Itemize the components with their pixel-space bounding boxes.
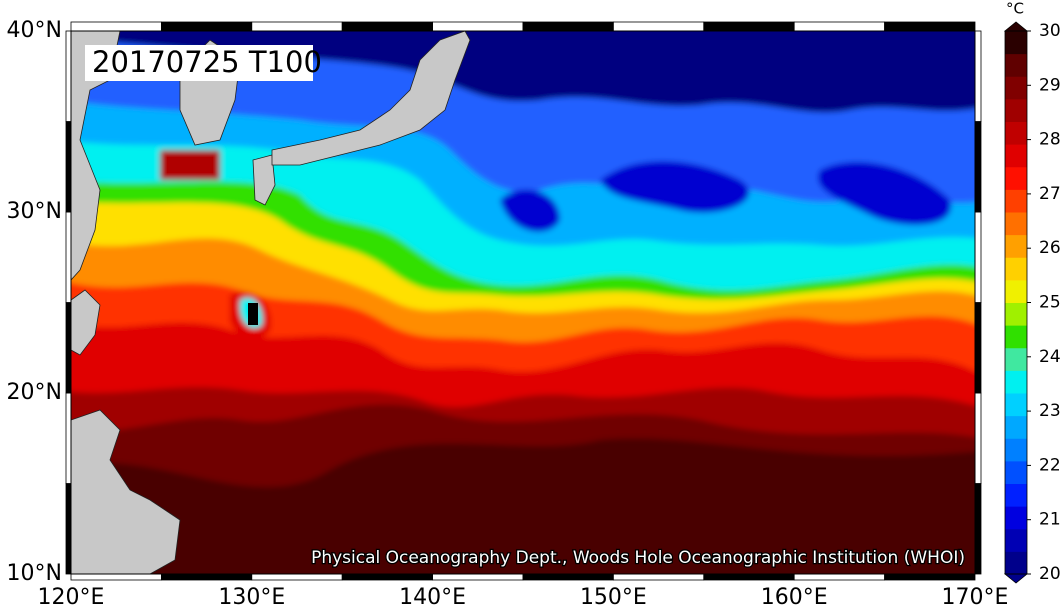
colorbar-swatch	[1005, 551, 1027, 575]
frame-segment	[793, 21, 886, 32]
frame-segment	[703, 573, 795, 581]
frame-segment	[251, 573, 343, 581]
frame-segment	[613, 573, 705, 581]
frame-segment	[65, 121, 72, 213]
colorbar-swatch	[1005, 53, 1027, 77]
colorbar-tick-label: 25	[1039, 293, 1061, 313]
frame-segment	[974, 211, 982, 303]
colorbar-swatch	[1005, 528, 1027, 552]
frame-segment	[974, 302, 982, 394]
frame-segment	[65, 392, 72, 484]
colorbar-swatch	[1005, 144, 1027, 168]
colorbar-tick-label: 24	[1039, 347, 1061, 367]
frame-segment	[884, 573, 976, 581]
frame-segment	[974, 121, 982, 213]
y-tick-label: 10°N	[7, 561, 62, 586]
frame-segment	[341, 21, 434, 32]
frame-segment	[65, 483, 72, 575]
colorbar-swatch	[1005, 76, 1027, 100]
frame-segment	[884, 21, 976, 32]
frame-segment	[974, 392, 982, 484]
frame-segment	[160, 21, 253, 32]
colorbar-swatch	[1005, 506, 1027, 530]
colorbar-swatch	[1005, 415, 1027, 439]
frame-segment	[974, 30, 982, 122]
colorbar-tick-label: 23	[1039, 401, 1061, 421]
frame-segment	[613, 21, 705, 32]
x-tick-label: 140°E	[399, 585, 466, 610]
x-tick-label: 120°E	[38, 585, 105, 610]
frame-segment	[703, 21, 795, 32]
frame-segment	[341, 573, 434, 581]
colorbar-swatch	[1005, 302, 1027, 326]
frame-segment	[160, 573, 253, 581]
colorbar-swatch	[1005, 370, 1027, 394]
frame-segment	[65, 30, 72, 122]
colorbar-tick-label: 22	[1039, 455, 1061, 475]
frame-segment	[522, 21, 614, 32]
y-tick-label: 30°N	[7, 199, 62, 224]
frame-segment	[65, 302, 72, 394]
colorbar-swatch	[1005, 325, 1027, 349]
frame-segment	[793, 573, 886, 581]
colorbar-swatch	[1005, 347, 1027, 371]
map-border	[70, 30, 976, 575]
colorbar-swatch	[1005, 438, 1027, 462]
frame-segment	[432, 573, 524, 581]
colorbar-swatch	[1005, 460, 1027, 484]
colorbar-tick-label: 21	[1039, 510, 1061, 530]
temperature-field	[71, 31, 975, 574]
frame-segment	[522, 573, 614, 581]
colorbar-low-arrow	[1003, 573, 1029, 584]
x-tick-label: 130°E	[218, 585, 285, 610]
colorbar-tick-label: 30	[1039, 21, 1061, 41]
colorbar-tick-label: 27	[1039, 184, 1061, 204]
colorbar-tick-label: 20	[1039, 564, 1061, 584]
colorbar-tick-label: 29	[1039, 75, 1061, 95]
frame-segment	[974, 483, 982, 575]
x-tick-label: 160°E	[761, 585, 828, 610]
colorbar: 20 21 22 23 24 25 26 27 28 29 30	[1003, 21, 1061, 584]
colorbar-swatch	[1005, 234, 1027, 258]
colorbar-swatch	[1005, 189, 1027, 213]
colorbar-swatch	[1005, 257, 1027, 281]
colorbar-swatch	[1005, 212, 1027, 236]
colorbar-swatch	[1005, 31, 1027, 55]
colorbar-swatch	[1005, 121, 1027, 145]
frame-segment	[432, 21, 524, 32]
x-tick-label: 170°E	[942, 585, 1009, 610]
frame-segment	[65, 211, 72, 303]
y-tick-label: 40°N	[7, 18, 62, 43]
title-box	[85, 45, 313, 81]
colorbar-high-arrow	[1003, 21, 1029, 32]
x-tick-label: 150°E	[580, 585, 647, 610]
frame-segment	[70, 573, 162, 581]
colorbar-tick-label: 28	[1039, 130, 1061, 150]
credit: Physical Oceanography Dept., Woods Hole …	[311, 548, 965, 568]
colorbar-unit: °C	[1006, 0, 1024, 18]
map-title: 20170725 T100	[92, 45, 322, 79]
colorbar-swatch	[1005, 98, 1027, 122]
colorbar-swatch	[1005, 393, 1027, 417]
colorbar-swatch	[1005, 483, 1027, 507]
colorbar-swatch	[1005, 279, 1027, 303]
colorbar-tick-label: 26	[1039, 238, 1061, 258]
y-tick-label: 20°N	[7, 380, 62, 405]
colorbar-swatch	[1005, 166, 1027, 190]
frame-segment	[70, 21, 162, 32]
frame-segment	[251, 21, 343, 32]
